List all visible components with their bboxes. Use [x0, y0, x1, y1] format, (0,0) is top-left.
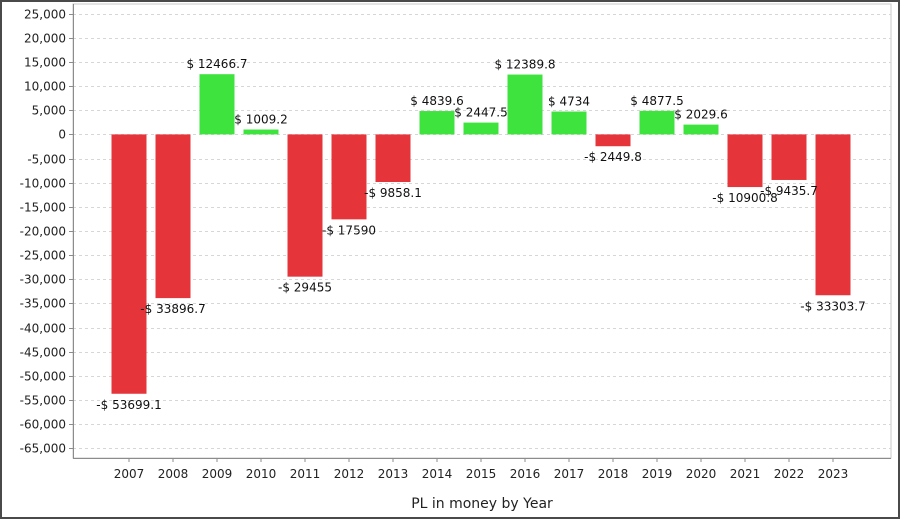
bar-2016 [507, 74, 543, 135]
x-tick-label: 2010 [246, 467, 277, 481]
x-tick-label: 2023 [818, 467, 849, 481]
x-tick-label: 2007 [114, 467, 145, 481]
x-axis-title: PL in money by Year [411, 496, 553, 512]
bar-2012 [331, 134, 367, 220]
y-tick-label: 15,000 [24, 56, 66, 70]
x-tick-label: 2021 [730, 467, 761, 481]
data-label: -$ 9858.1 [364, 186, 422, 200]
y-tick-label: -35,000 [20, 297, 66, 311]
y-tick-label: -10,000 [20, 177, 66, 191]
x-tick-label: 2009 [202, 467, 233, 481]
y-tick-label: -45,000 [20, 346, 66, 360]
x-tick-label: 2011 [290, 467, 321, 481]
data-label: -$ 2449.8 [584, 150, 642, 164]
y-tick-label: -25,000 [20, 249, 66, 263]
x-tick-label: 2014 [422, 467, 453, 481]
x-tick-label: 2019 [642, 467, 673, 481]
bar-2011 [287, 134, 323, 277]
grid-layer [72, 3, 892, 459]
x-tick-label: 2012 [334, 467, 365, 481]
bar-2008 [155, 134, 191, 299]
bar-2015 [463, 122, 499, 135]
data-label: $ 2447.5 [454, 106, 507, 120]
bar-2007 [111, 134, 147, 394]
bar-2022 [771, 134, 807, 180]
x-tick-label: 2017 [554, 467, 585, 481]
x-tick-label: 2008 [158, 467, 189, 481]
y-tick-label: -15,000 [20, 201, 66, 215]
y-tick-label: -60,000 [20, 418, 66, 432]
y-tick-label: 10,000 [24, 80, 66, 94]
y-tick-label: 20,000 [24, 32, 66, 46]
data-label: $ 1009.2 [234, 113, 287, 127]
y-tick-label: -30,000 [20, 273, 66, 287]
data-label: $ 4839.6 [410, 94, 463, 108]
bar-2020 [683, 124, 719, 135]
data-label: -$ 33303.7 [800, 299, 865, 313]
data-label: $ 4877.5 [630, 94, 683, 108]
data-label: -$ 17590 [322, 223, 376, 237]
y-tick-label: -50,000 [20, 370, 66, 384]
data-label: -$ 33896.7 [140, 302, 205, 316]
label-layer: -$ 53699.1 -$ 33896.7 $ 12466.7 $ 1009.2 -$ … [96, 57, 865, 412]
x-tick-label: 2016 [510, 467, 541, 481]
data-label: -$ 29455 [278, 281, 332, 295]
y-tick-label: 25,000 [24, 8, 66, 22]
x-tick-label: 2020 [686, 467, 717, 481]
bar-2009 [199, 74, 235, 135]
bar-2013 [375, 134, 411, 183]
data-label: -$ 9435.7 [760, 184, 818, 198]
y-tick-label: -5,000 [27, 153, 66, 167]
x-tick-label: 2013 [378, 467, 409, 481]
y-tick-label: 5,000 [32, 104, 66, 118]
bar-2023 [815, 134, 851, 296]
y-tick-label: -20,000 [20, 225, 66, 239]
data-label: $ 12466.7 [186, 57, 247, 71]
y-tick-label: 0 [58, 128, 66, 142]
data-label: -$ 53699.1 [96, 398, 161, 412]
data-label: -$ 10900.8 [712, 191, 777, 205]
bar-2010 [243, 129, 279, 135]
y-tick-label: -55,000 [20, 394, 66, 408]
bar-2014 [419, 111, 455, 135]
bar-2021 [727, 134, 763, 188]
axis-layer: 25,000 20,000 15,000 10,000 5,000 0 -5,000 -10,… [20, 4, 891, 481]
x-tick-label: 2015 [466, 467, 497, 481]
bar-layer [111, 74, 851, 394]
x-tick-label: 2022 [774, 467, 805, 481]
data-label: $ 12389.8 [494, 58, 555, 72]
y-tick-label: -65,000 [20, 442, 66, 456]
bar-2017 [551, 111, 587, 135]
x-tick-label: 2018 [598, 467, 629, 481]
data-label: $ 2029.6 [674, 108, 727, 122]
data-label: $ 4734 [548, 95, 590, 109]
y-tick-label: -40,000 [20, 322, 66, 336]
bar-2018 [595, 134, 631, 147]
bar-2019 [639, 110, 675, 135]
